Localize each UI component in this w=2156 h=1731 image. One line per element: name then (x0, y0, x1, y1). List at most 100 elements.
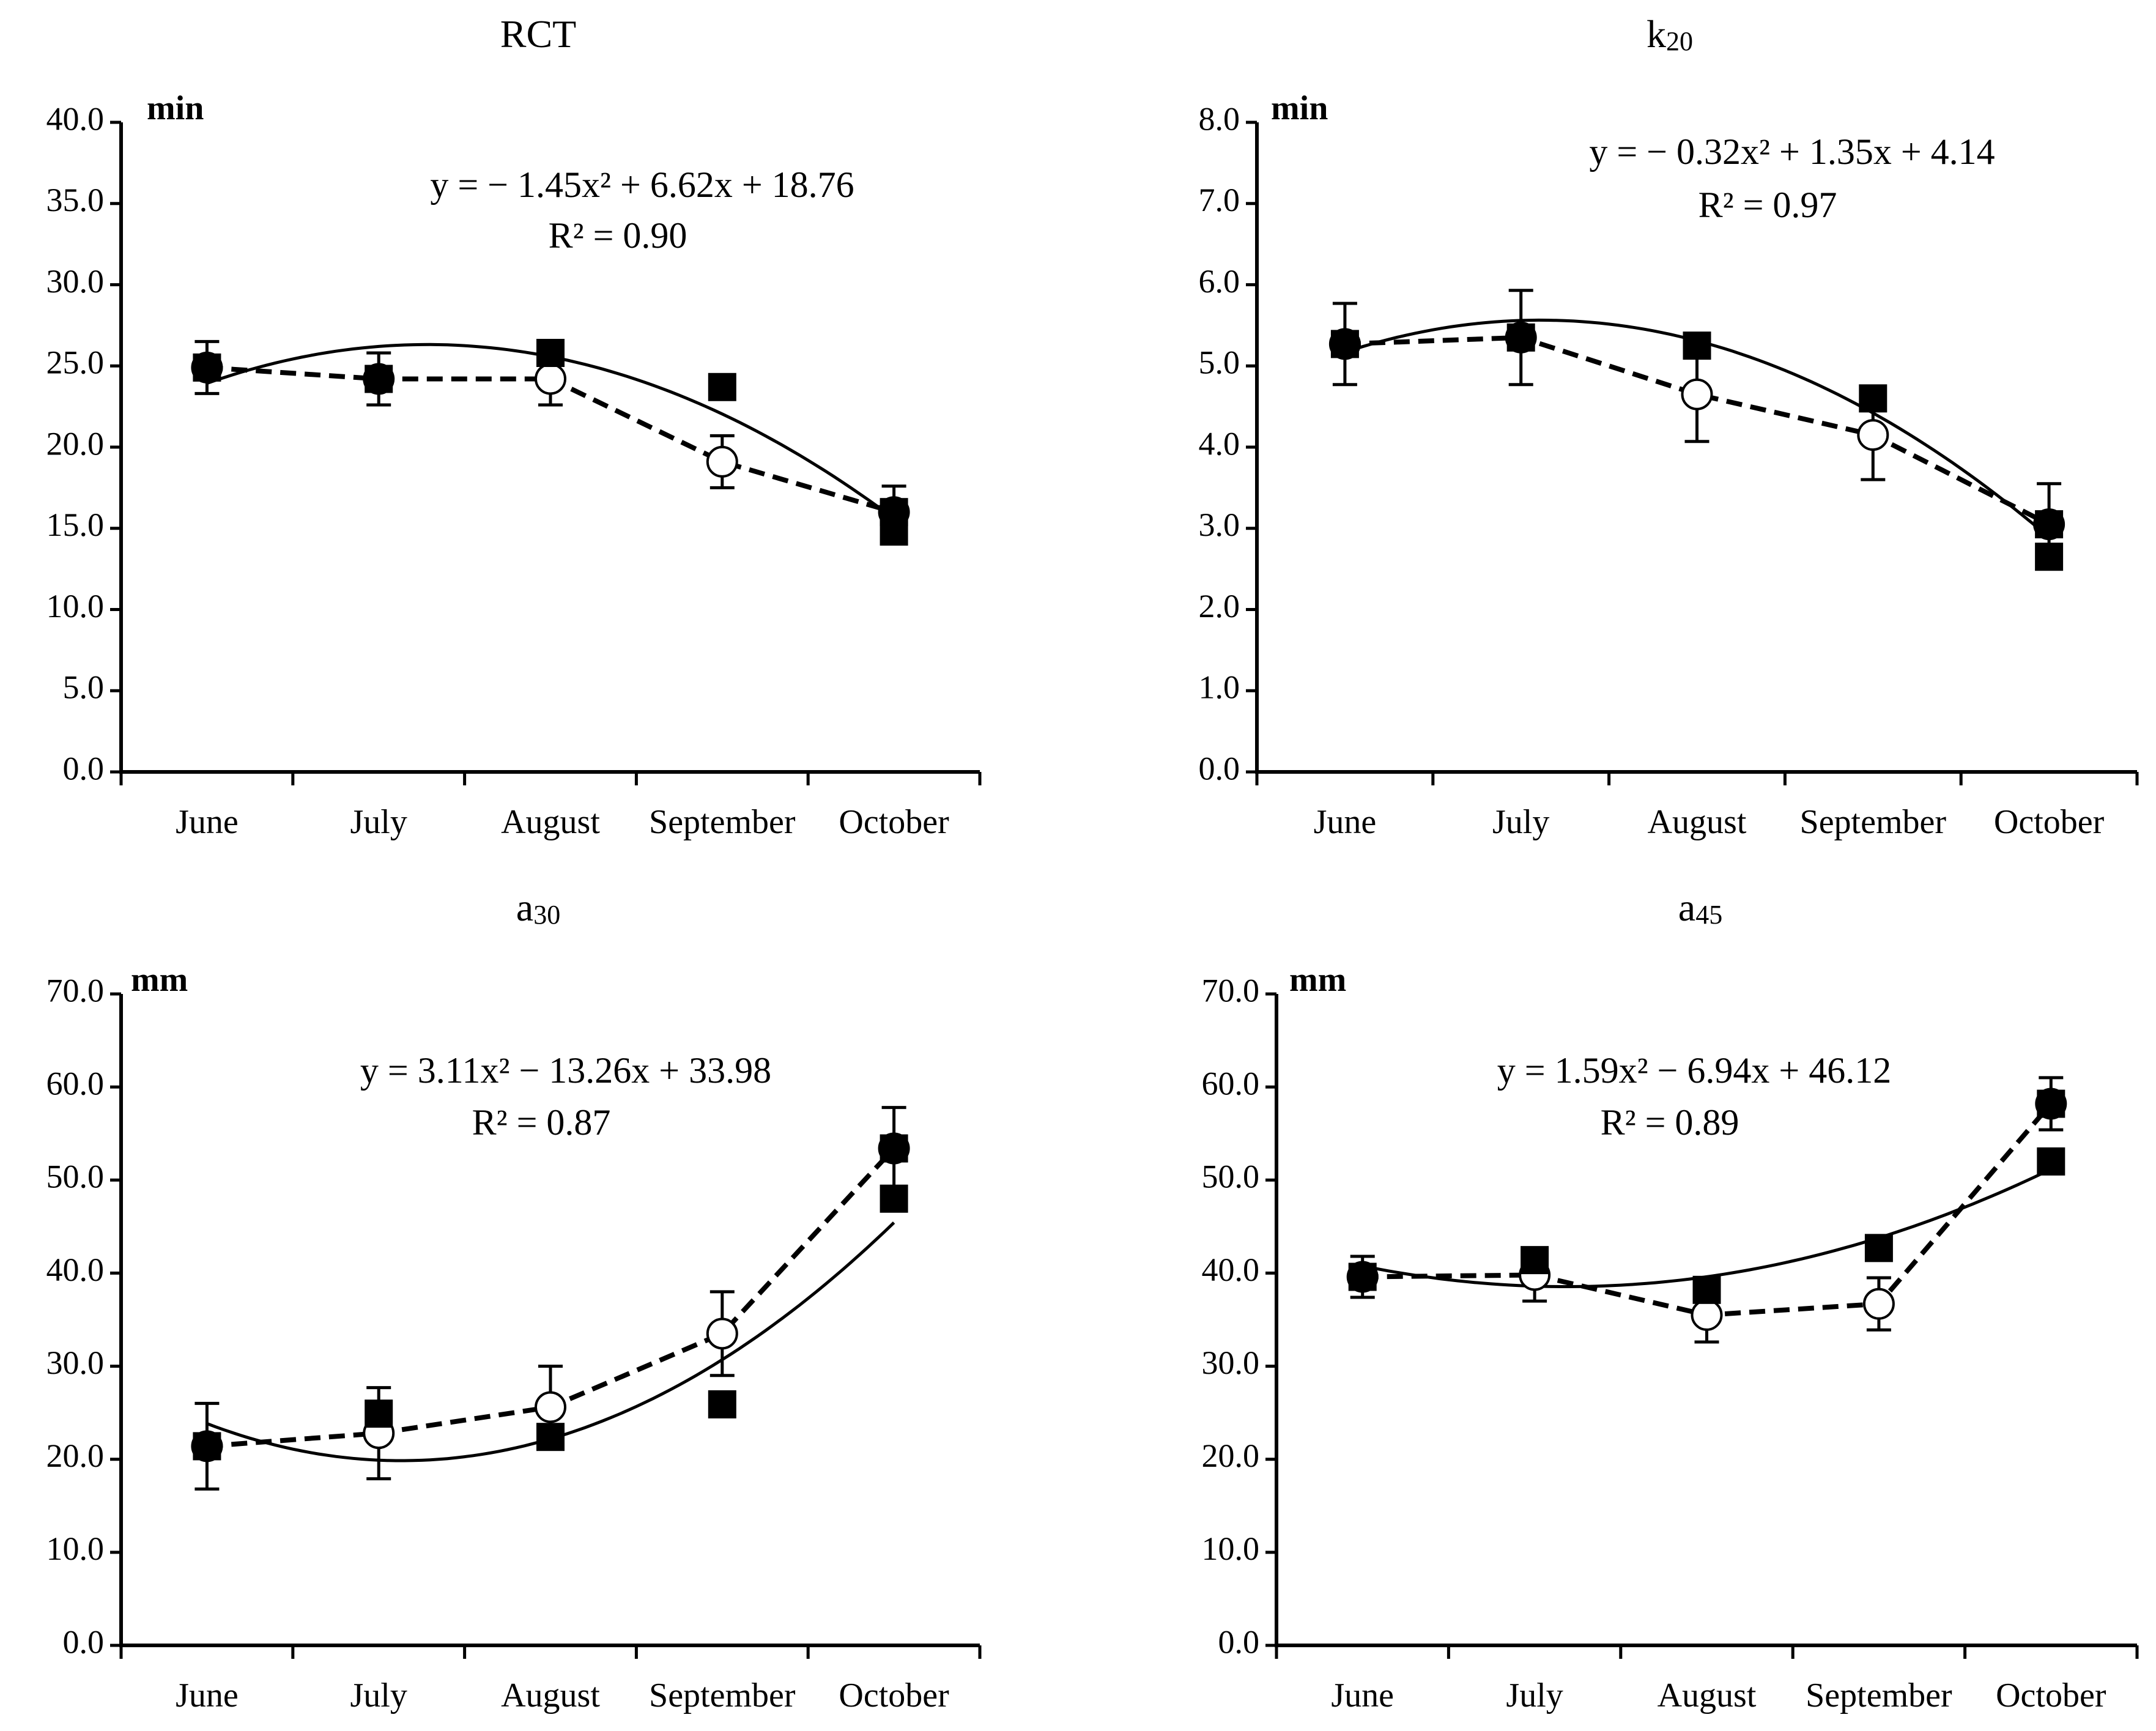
x-tick-label: July (1492, 803, 1549, 841)
trend-equation: y = − 0.32x² + 1.35x + 4.14 (1589, 132, 1995, 172)
filled-square-point (2037, 1089, 2065, 1118)
x-tick-label: October (839, 1677, 949, 1714)
y-unit-label: mm (1289, 961, 1346, 999)
y-tick-label: 30.0 (46, 1344, 105, 1381)
y-tick-label: 40.0 (46, 1251, 105, 1288)
r-squared: R² = 0.87 (472, 1102, 611, 1143)
x-tick-label: July (1506, 1677, 1563, 1714)
y-tick-label: 4.0 (1199, 425, 1240, 462)
y-tick-label: 50.0 (46, 1158, 105, 1195)
chart-title: k20 (1647, 12, 1693, 56)
filled-square-point (365, 365, 393, 393)
y-tick-label: 10.0 (46, 588, 105, 625)
x-tick-label: August (1658, 1677, 1757, 1714)
filled-square-point (880, 517, 908, 546)
x-tick-label: September (649, 1677, 796, 1714)
chart-title-main: a (516, 886, 533, 929)
y-tick-label: 7.0 (1199, 182, 1240, 218)
y-tick-label: 3.0 (1199, 506, 1240, 543)
open-circle-point (706, 1318, 738, 1350)
chart-title: a45 (1678, 886, 1722, 930)
filled-square-point (536, 1423, 565, 1451)
r-squared: R² = 0.90 (549, 215, 687, 256)
x-tick-label: June (1314, 803, 1377, 841)
filled-square-point (1506, 323, 1535, 352)
x-tick-label: June (176, 803, 239, 841)
y-tick-label: 10.0 (1202, 1530, 1260, 1567)
y-tick-label: 0.0 (63, 1623, 105, 1660)
open-circle-point (706, 445, 738, 478)
trend-equation: y = − 1.45x² + 6.62x + 18.76 (430, 165, 854, 205)
filled-square-point (2035, 543, 2064, 571)
x-tick-label: June (1331, 1677, 1394, 1714)
trend-equation: y = 1.59x² − 6.94x + 46.12 (1497, 1050, 1892, 1091)
open-circle-point (1691, 1299, 1723, 1331)
x-tick-label: September (1806, 1677, 1952, 1714)
y-tick-label: 6.0 (1199, 263, 1240, 300)
y-tick-label: 70.0 (1202, 972, 1260, 1009)
filled-square-point (880, 1134, 908, 1163)
y-tick-label: 20.0 (46, 1437, 105, 1474)
chart-title: a30 (516, 886, 560, 930)
y-tick-label: 20.0 (1202, 1437, 1260, 1474)
x-tick-label: September (1800, 803, 1947, 841)
x-tick-label: July (350, 1677, 407, 1714)
chart-title-subscript: 45 (1695, 900, 1722, 930)
chart-title: RCT (500, 12, 576, 56)
y-tick-label: 50.0 (1202, 1158, 1260, 1195)
x-tick-label: September (649, 803, 796, 841)
filled-square-point (193, 1432, 221, 1461)
x-tick-label: August (501, 803, 600, 841)
r-squared: R² = 0.97 (1698, 185, 1837, 225)
y-tick-label: 35.0 (46, 182, 105, 218)
x-tick-label: August (501, 1677, 600, 1714)
y-tick-label: 25.0 (46, 344, 105, 381)
y-tick-label: 0.0 (1218, 1623, 1260, 1660)
filled-square-point (1521, 1246, 1549, 1275)
chart-title-subscript: 20 (1666, 26, 1693, 56)
x-tick-label: October (839, 803, 949, 841)
x-tick-label: October (1994, 803, 2105, 841)
x-tick-label: October (1996, 1677, 2106, 1714)
y-tick-label: 60.0 (46, 1066, 105, 1102)
y-tick-label: 1.0 (1199, 669, 1240, 706)
y-tick-label: 0.0 (63, 750, 105, 787)
r-squared: R² = 0.89 (1601, 1102, 1739, 1143)
y-unit-label: min (1271, 89, 1328, 127)
y-tick-label: 10.0 (46, 1530, 105, 1567)
y-tick-label: 5.0 (63, 669, 105, 706)
filled-square-point (365, 1399, 393, 1428)
y-tick-label: 60.0 (1202, 1066, 1260, 1102)
chart-panel-k20: k20 0.0 1.0 2.0 3.0 4.0 5.0 6.0 7.0 8.0 June July Au… (1199, 12, 2139, 841)
y-unit-label: min (147, 89, 204, 127)
open-circle-point (1862, 1288, 1895, 1320)
chart-title-subscript: 30 (533, 900, 560, 930)
y-tick-label: 40.0 (46, 100, 105, 137)
filled-square-point (1348, 1262, 1377, 1291)
chart-panel-a45: a45 0.0 10.0 20.0 30.0 40.0 50.0 60.0 70.0 June Ju… (1202, 886, 2139, 1714)
filled-square-point (880, 1184, 908, 1213)
filled-square-point (193, 353, 221, 382)
filled-square-point (2037, 1147, 2065, 1176)
chart-panel-rct: RCT 0.0 5.0 10.0 15.0 20.0 25.0 30.0 35.0 40.0 Jun… (46, 12, 982, 841)
filled-square-point (1859, 384, 1887, 413)
filled-square-point (708, 373, 736, 401)
filled-square-point (536, 339, 565, 368)
chart-title-main: RCT (500, 12, 576, 56)
y-tick-label: 5.0 (1199, 344, 1240, 381)
y-tick-label: 30.0 (46, 263, 105, 300)
chart-title-main: a (1678, 886, 1695, 929)
y-tick-label: 30.0 (1202, 1344, 1260, 1381)
y-tick-label: 15.0 (46, 506, 105, 543)
x-tick-label: June (176, 1677, 239, 1714)
open-circle-point (1857, 419, 1889, 451)
chart-title-main: k (1647, 12, 1666, 56)
filled-square-point (1683, 332, 1711, 360)
chart-panel-a30: a30 0.0 10.0 20.0 30.0 40.0 50.0 60.0 70.0 June Ju… (46, 886, 982, 1714)
x-tick-label: August (1648, 803, 1747, 841)
y-tick-label: 0.0 (1199, 750, 1240, 787)
trend-equation: y = 3.11x² − 13.26x + 33.98 (360, 1050, 771, 1091)
filled-square-point (1864, 1234, 1893, 1262)
open-circle-point (535, 363, 566, 395)
